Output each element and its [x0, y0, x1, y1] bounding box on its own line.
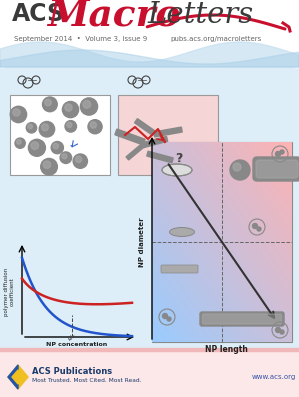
Circle shape	[16, 140, 21, 144]
Text: NP diameter: NP diameter	[139, 217, 145, 267]
Circle shape	[51, 141, 63, 154]
Polygon shape	[115, 129, 145, 145]
Text: Most Trusted. Most Cited. Most Read.: Most Trusted. Most Cited. Most Read.	[32, 378, 141, 384]
Text: NP length: NP length	[205, 345, 248, 354]
Circle shape	[167, 317, 171, 321]
Polygon shape	[8, 365, 28, 389]
Polygon shape	[12, 370, 24, 384]
Circle shape	[28, 139, 45, 156]
Circle shape	[280, 330, 284, 334]
FancyBboxPatch shape	[256, 160, 298, 178]
Bar	[10, 95, 110, 175]
Polygon shape	[135, 119, 155, 135]
Circle shape	[42, 97, 57, 112]
Circle shape	[42, 124, 48, 131]
Circle shape	[53, 143, 59, 149]
Circle shape	[45, 99, 51, 106]
Circle shape	[80, 98, 97, 115]
Text: September 2014  •  Volume 3, Issue 9: September 2014 • Volume 3, Issue 9	[14, 36, 147, 42]
Text: polymer diffusion
coefficient: polymer diffusion coefficient	[4, 268, 14, 316]
Circle shape	[67, 122, 72, 127]
Circle shape	[83, 100, 91, 108]
Text: Letters: Letters	[147, 1, 253, 29]
Bar	[0, 348, 299, 351]
Ellipse shape	[170, 227, 195, 237]
Circle shape	[230, 160, 250, 180]
Circle shape	[162, 314, 167, 318]
Bar	[0, 349, 299, 397]
Circle shape	[43, 161, 51, 168]
Circle shape	[13, 109, 20, 116]
Circle shape	[31, 142, 39, 150]
FancyBboxPatch shape	[202, 314, 281, 324]
Circle shape	[62, 102, 79, 118]
Ellipse shape	[162, 164, 192, 176]
FancyBboxPatch shape	[161, 265, 198, 273]
Circle shape	[39, 121, 55, 137]
Circle shape	[275, 328, 280, 333]
Bar	[118, 95, 218, 175]
Text: NP concentration: NP concentration	[46, 342, 108, 347]
Circle shape	[233, 163, 241, 171]
Circle shape	[90, 122, 97, 128]
Text: ACS: ACS	[12, 2, 65, 26]
Circle shape	[75, 156, 82, 163]
Circle shape	[10, 106, 27, 123]
Circle shape	[275, 152, 280, 156]
Bar	[0, 0, 299, 67]
Text: ACS Publications: ACS Publications	[32, 368, 112, 376]
Circle shape	[65, 104, 72, 111]
Circle shape	[252, 224, 257, 229]
Bar	[5, 67, 294, 349]
Text: www.acs.org: www.acs.org	[252, 374, 296, 380]
Circle shape	[257, 227, 261, 231]
Polygon shape	[154, 127, 182, 137]
Circle shape	[65, 121, 77, 132]
Text: pubs.acs.org/macroletters: pubs.acs.org/macroletters	[170, 36, 261, 42]
Circle shape	[60, 152, 72, 164]
Polygon shape	[147, 151, 173, 163]
Polygon shape	[8, 365, 18, 389]
Circle shape	[26, 123, 37, 133]
FancyBboxPatch shape	[200, 312, 284, 326]
Circle shape	[28, 124, 33, 129]
Polygon shape	[126, 144, 144, 160]
FancyBboxPatch shape	[253, 157, 299, 181]
Text: ?: ?	[175, 152, 183, 164]
Polygon shape	[142, 136, 168, 148]
Circle shape	[88, 119, 102, 134]
Circle shape	[62, 154, 67, 159]
Circle shape	[15, 138, 25, 148]
Circle shape	[73, 154, 88, 168]
Bar	[152, 142, 292, 342]
Circle shape	[41, 158, 57, 175]
Circle shape	[280, 150, 284, 154]
Text: Macro: Macro	[47, 0, 180, 33]
Text: $\phi$*: $\phi$*	[67, 333, 77, 343]
